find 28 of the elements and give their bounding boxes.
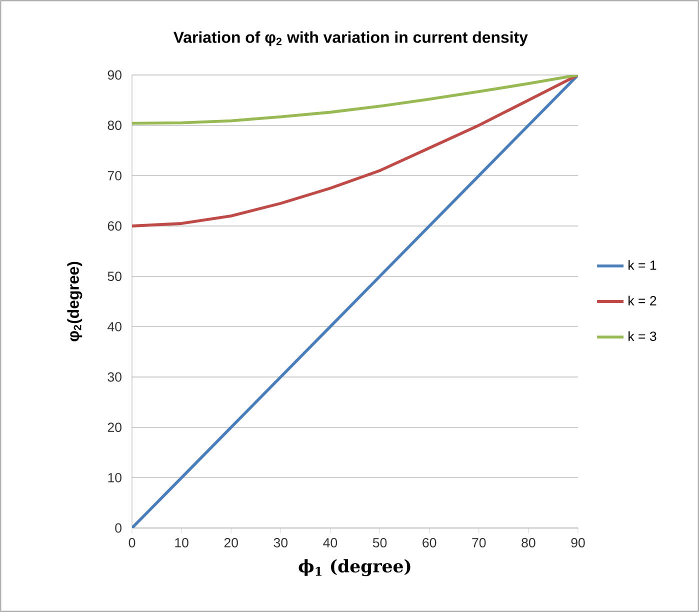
y-axis-title: φ$_{2}$(degree) xyxy=(67,262,82,342)
y-tick-label: 20 xyxy=(108,422,122,432)
legend-label: k = 1 xyxy=(628,260,656,270)
y-tick-label: 30 xyxy=(108,372,122,382)
legend-label: k = 3 xyxy=(628,331,656,341)
y-tick-label: 40 xyxy=(108,322,122,332)
x-tick-label: 10 xyxy=(175,538,188,548)
x-tick-label: 30 xyxy=(274,538,288,548)
x-tick-label: 60 xyxy=(422,538,436,548)
y-tick-label: 0 xyxy=(115,523,122,533)
y-tick-label: 50 xyxy=(108,272,122,282)
x-tick-label: 20 xyxy=(224,538,238,548)
x-tick-label: 80 xyxy=(522,538,536,548)
x-tick-label: 0 xyxy=(128,538,136,548)
y-tick-label: 60 xyxy=(108,221,122,231)
x-tick-label: 70 xyxy=(472,538,486,548)
y-tick-label: 10 xyxy=(108,472,122,482)
x-tick-label: 40 xyxy=(323,538,338,548)
y-tick-label: 80 xyxy=(108,120,122,130)
chart-title: Variation of φ$_{2}$ with variation in current density xyxy=(173,31,528,46)
x-axis-title: ϕ$_{1}$ (degree) xyxy=(298,559,410,576)
line-series xyxy=(132,75,578,228)
line-series xyxy=(132,75,578,125)
y-tick-label: 70 xyxy=(108,170,122,180)
legend-label: k = 2 xyxy=(628,296,656,306)
y-tick-label: 90 xyxy=(108,70,122,80)
x-tick-label: 50 xyxy=(372,538,387,548)
x-tick-label: 90 xyxy=(571,538,585,548)
